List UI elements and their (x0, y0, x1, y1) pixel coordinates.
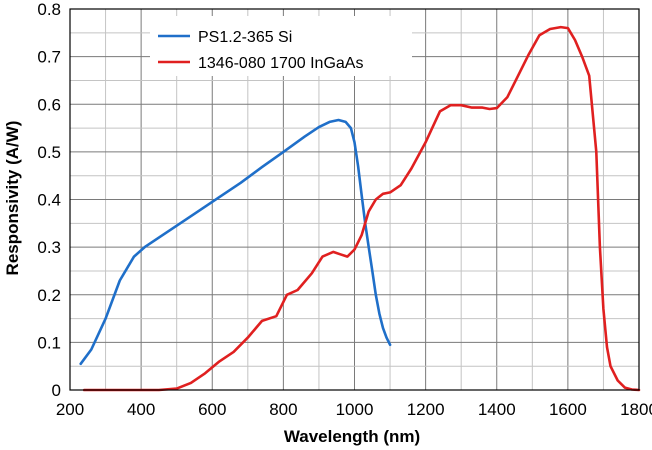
y-tick-label: 0.2 (37, 286, 61, 305)
y-tick-label: 0.7 (37, 48, 61, 67)
legend-label-ingaas: 1346-080 1700 InGaAs (198, 55, 363, 72)
y-tick-label: 0 (52, 381, 61, 400)
x-tick-label: 1600 (549, 400, 587, 419)
y-tick-label: 0.6 (37, 95, 61, 114)
series-line-ingaas (82, 25, 641, 392)
x-tick-label: 1400 (478, 400, 516, 419)
plot-frame (69, 8, 640, 391)
x-tick-label: 400 (127, 400, 155, 419)
x-tick-label: 800 (269, 400, 297, 419)
x-tick-label: 1000 (336, 400, 374, 419)
y-tick-label: 0.4 (37, 191, 61, 210)
series-lines (79, 25, 641, 392)
x-tick-label: 200 (56, 400, 84, 419)
x-tick-label: 600 (198, 400, 226, 419)
y-tick-label: 0.5 (37, 143, 61, 162)
y-tick-label: 0.1 (37, 333, 61, 352)
y-axis-title: Responsivity (A/W) (3, 121, 22, 276)
legend-background (150, 16, 412, 76)
x-axis-title: Wavelength (nm) (284, 427, 420, 446)
x-tick-label: 1200 (407, 400, 445, 419)
series-line-si (79, 118, 392, 366)
y-tick-label: 0.8 (37, 0, 61, 19)
legend-label-si: PS1.2-365 Si (198, 29, 292, 46)
y-tick-label: 0.3 (37, 238, 61, 257)
legend: PS1.2-365 Si 1346-080 1700 InGaAs (150, 16, 412, 76)
